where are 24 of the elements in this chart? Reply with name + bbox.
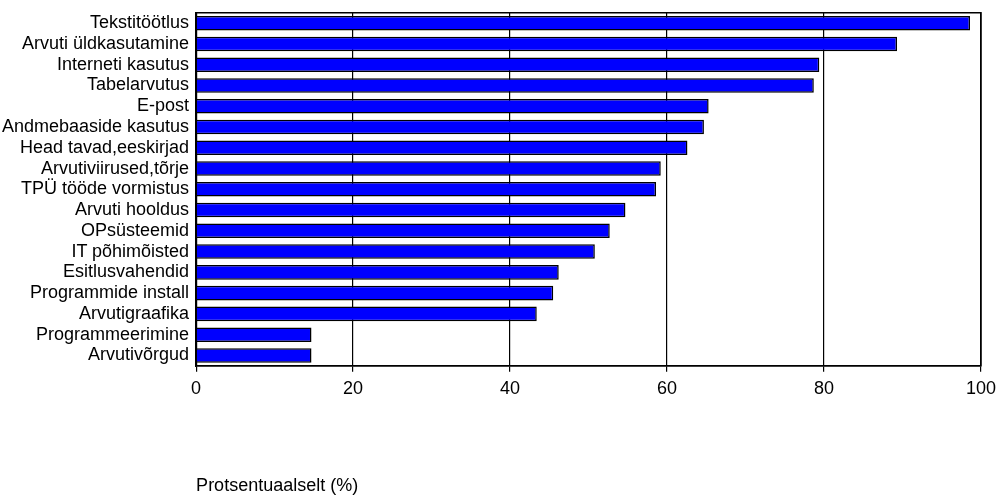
y-tick-label: Programmide install [30,282,190,303]
y-tick-label: E-post [137,95,190,116]
x-tick-label: 20 [343,377,364,398]
y-tick-label: Esitlusvahendid [63,261,190,282]
y-tick-label: Head tavad,eeskirjad [20,136,190,157]
x-tick-label: 0 [191,377,202,398]
y-tick-label: Arvutivõrgud [88,344,190,365]
x-tick-label: 80 [814,377,835,398]
y-tick-label: Arvuti hooldus [75,199,190,220]
y-tick-label: Arvutigraafika [79,302,191,323]
y-tick-label: Arvuti üldkasutamine [22,32,190,53]
x-axis-title: Protsentuaalselt (%) [196,475,359,496]
y-tick-label: Andmebaaside kasutus [1,115,190,136]
y-tick-label: Interneti kasutus [57,53,190,74]
x-tick-label: 40 [500,377,521,398]
y-tick-label: Tekstitöötlus [90,12,190,33]
y-tick-label: Tabelarvutus [87,74,190,95]
y-tick-label: Programmeerimine [36,323,190,344]
y-tick-label: OPsüsteemid [81,219,190,240]
x-tick-label: 100 [965,377,997,398]
y-tick-label: TPÜ tööde vormistus [21,178,190,199]
x-tick-label: 60 [657,377,678,398]
y-tick-label: Arvutiviirused,tõrje [41,157,190,178]
y-tick-label: IT põhimõisted [71,240,190,261]
